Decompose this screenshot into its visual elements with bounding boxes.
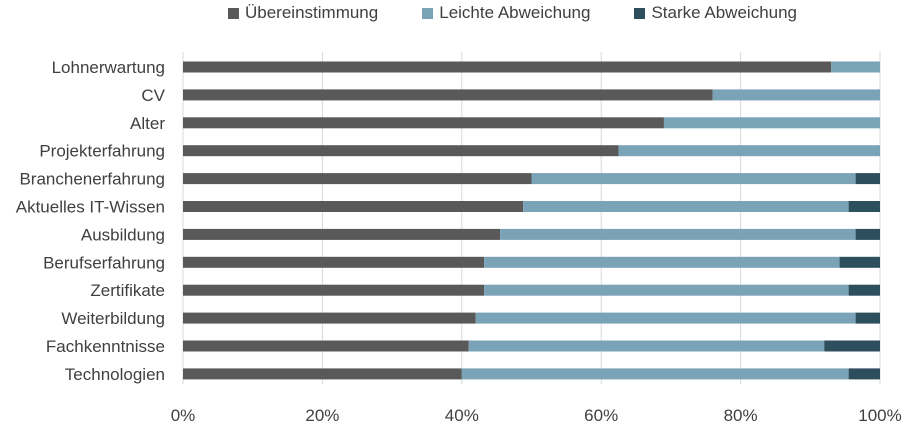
legend-label: Übereinstimmung: [245, 3, 379, 22]
legend-item-leichte-abweichung: Leichte Abweichung: [422, 3, 590, 23]
bar-segment: [183, 284, 485, 296]
bar-segment: [848, 368, 880, 380]
legend-item-uebereinstimmung: Übereinstimmung: [228, 3, 378, 23]
category-label: Berufserfahrung: [43, 253, 165, 272]
x-tick-label: 100%: [858, 406, 901, 425]
legend: Übereinstimmung Leichte Abweichung Stark…: [228, 3, 797, 23]
category-label: Ausbildung: [81, 225, 165, 244]
category-label: Branchenerfahrung: [19, 170, 165, 189]
bar-segment: [484, 284, 849, 296]
category-label: Projekterfahrung: [39, 142, 165, 161]
bar-segment: [183, 61, 832, 73]
bar-segment: [183, 201, 524, 212]
bar-segment: [848, 201, 880, 212]
x-tick-label: 40%: [445, 406, 479, 425]
bar-segment: [824, 340, 880, 352]
bar-segment: [531, 173, 856, 185]
bar-segment: [183, 89, 713, 101]
bar-segment: [183, 145, 619, 157]
x-tick-label: 20%: [305, 406, 339, 425]
bar-segment: [183, 312, 476, 324]
bar-segment: [183, 117, 664, 129]
category-label: Fachkenntnisse: [46, 337, 165, 356]
x-tick-label: 80%: [724, 406, 758, 425]
bar-segment: [839, 256, 880, 268]
category-label: Technologien: [65, 365, 165, 384]
bar-segment: [618, 145, 880, 157]
bar-segment: [183, 340, 469, 352]
legend-label: Leichte Abweichung: [439, 3, 591, 22]
bar-segment: [831, 61, 880, 73]
category-label: Lohnerwartung: [52, 58, 165, 77]
legend-label: Starke Abweichung: [651, 3, 798, 22]
x-tick-label: 60%: [584, 406, 618, 425]
category-label: Aktuelles IT-Wissen: [16, 198, 165, 217]
bar-segment: [500, 228, 856, 240]
legend-item-starke-abweichung: Starke Abweichung: [634, 3, 797, 23]
bar-segment: [848, 284, 880, 296]
bar-segment: [183, 256, 485, 268]
bar-segment: [183, 173, 532, 185]
bar-segment: [468, 340, 825, 352]
bar-segment: [855, 228, 880, 240]
bar-segment: [484, 256, 840, 268]
bar-segment: [523, 201, 849, 212]
category-label: Alter: [130, 114, 165, 133]
legend-swatch: [422, 7, 434, 19]
legend-swatch: [228, 7, 239, 19]
bar-segment: [475, 312, 856, 324]
bar-segment: [855, 173, 880, 185]
bar-segment: [855, 312, 880, 324]
bar-segment: [461, 368, 849, 380]
bar-segment: [183, 228, 501, 240]
legend-swatch: [634, 7, 646, 19]
category-label: Weiterbildung: [61, 309, 165, 328]
category-label: Zertifikate: [90, 281, 165, 300]
category-label: CV: [141, 86, 165, 105]
bar-segment: [183, 368, 462, 380]
x-tick-label: 0%: [171, 406, 196, 425]
bar-segment: [712, 89, 880, 101]
bar-segment: [663, 117, 880, 129]
